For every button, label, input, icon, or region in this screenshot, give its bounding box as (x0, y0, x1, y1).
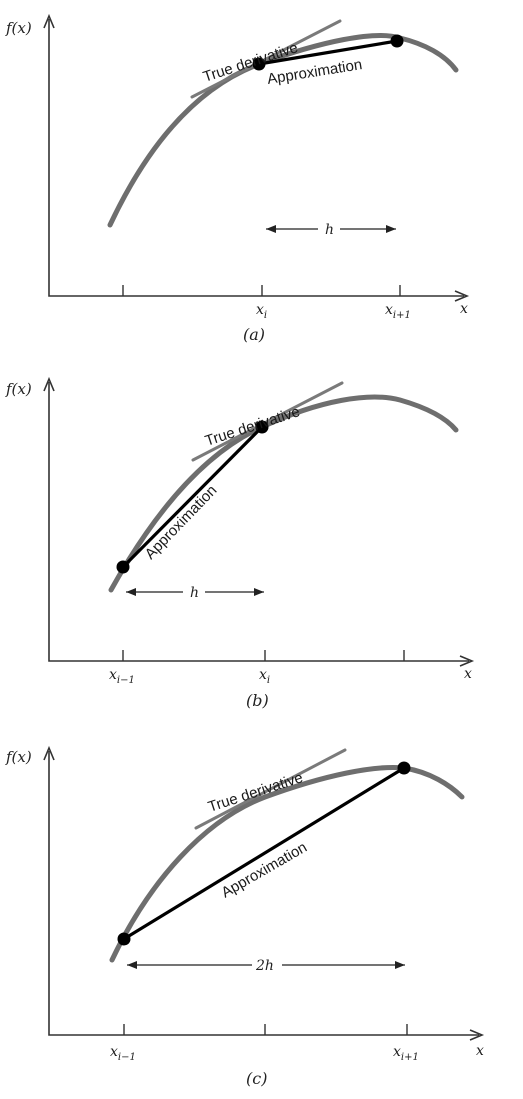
panel-c-function-curve (109, 765, 465, 963)
panel-a-tick-label-3: xi+1 (385, 302, 411, 321)
panel-b-tangent-label: True derivative (203, 403, 302, 450)
panel-c-tangent-label: True derivative (206, 769, 305, 816)
panel-b-axes (48, 382, 469, 662)
panel-c-step-arrowhead-left (127, 961, 137, 969)
panel-c-approx-label: Approximation (219, 839, 311, 902)
panel-a-caption: (a) (243, 325, 265, 344)
panel-c-tangent-line (194, 748, 347, 830)
panel-c-step-arrowhead-right (395, 961, 405, 969)
panel-a-x-label: x (460, 301, 468, 317)
panel-a-tangent-line (190, 19, 342, 99)
panel-a-point-xi-plus-1 (390, 34, 404, 48)
panel-b-x-arrow (459, 655, 475, 667)
panel-c-caption: (c) (246, 1069, 267, 1088)
panel-c: f(x) x xi−1 xi+1 True derivative Approxi… (5, 745, 485, 1088)
panel-c-tick-label-1: xi−1 (110, 1044, 136, 1063)
panel-b: f(x) x xi−1 xi True derivative Approxima… (5, 376, 475, 710)
panel-b-step-arrowhead-right (254, 588, 264, 596)
panel-b-y-label: f(x) (5, 380, 32, 398)
panel-b-tick-label-1: xi−1 (109, 667, 135, 686)
panel-b-step-arrowhead-left (126, 588, 136, 596)
panel-b-point-xi-minus-1 (116, 560, 130, 574)
panel-a-x-arrow (454, 290, 470, 302)
panel-c-step-label: 2h (255, 958, 274, 974)
panel-c-tick-label-3: xi+1 (393, 1044, 419, 1063)
panel-b-x-label: x (464, 666, 472, 682)
panel-a-axes (48, 19, 464, 297)
panel-c-x-label: x (476, 1043, 484, 1059)
panel-b-step-label: h (190, 585, 199, 601)
panel-c-y-arrow (43, 745, 55, 761)
panel-b-y-arrow (43, 376, 55, 392)
panel-c-axes (48, 751, 479, 1036)
panel-c-approximation-line (123, 766, 405, 941)
panel-c-y-label: f(x) (5, 748, 32, 766)
panel-b-approximation-line (121, 425, 264, 569)
panel-a-function-curve (107, 33, 459, 228)
panel-a-step-arrowhead-left (266, 225, 276, 233)
panel-a-y-arrow (43, 13, 55, 29)
panel-a-step-arrowhead-right (386, 225, 396, 233)
panel-a-y-label: f(x) (5, 19, 32, 37)
panel-a-point-xi (252, 57, 266, 71)
panel-b-tangent-line (191, 381, 344, 462)
panel-b-tick-label-2: xi (259, 667, 270, 686)
panel-a: f(x) x xi xi+1 True derivative Approxima… (5, 13, 470, 344)
panel-b-caption: (b) (246, 691, 269, 710)
panel-b-function-curve (108, 394, 459, 593)
panel-b-point-xi (255, 420, 269, 434)
panel-a-tick-label-2: xi (256, 302, 267, 321)
panel-a-approximation-line (258, 39, 398, 66)
panel-c-point-xi-plus-1 (397, 761, 411, 775)
panel-a-step-label: h (325, 222, 334, 238)
panel-c-point-xi-minus-1 (117, 932, 131, 946)
panel-c-x-arrow (469, 1029, 485, 1041)
